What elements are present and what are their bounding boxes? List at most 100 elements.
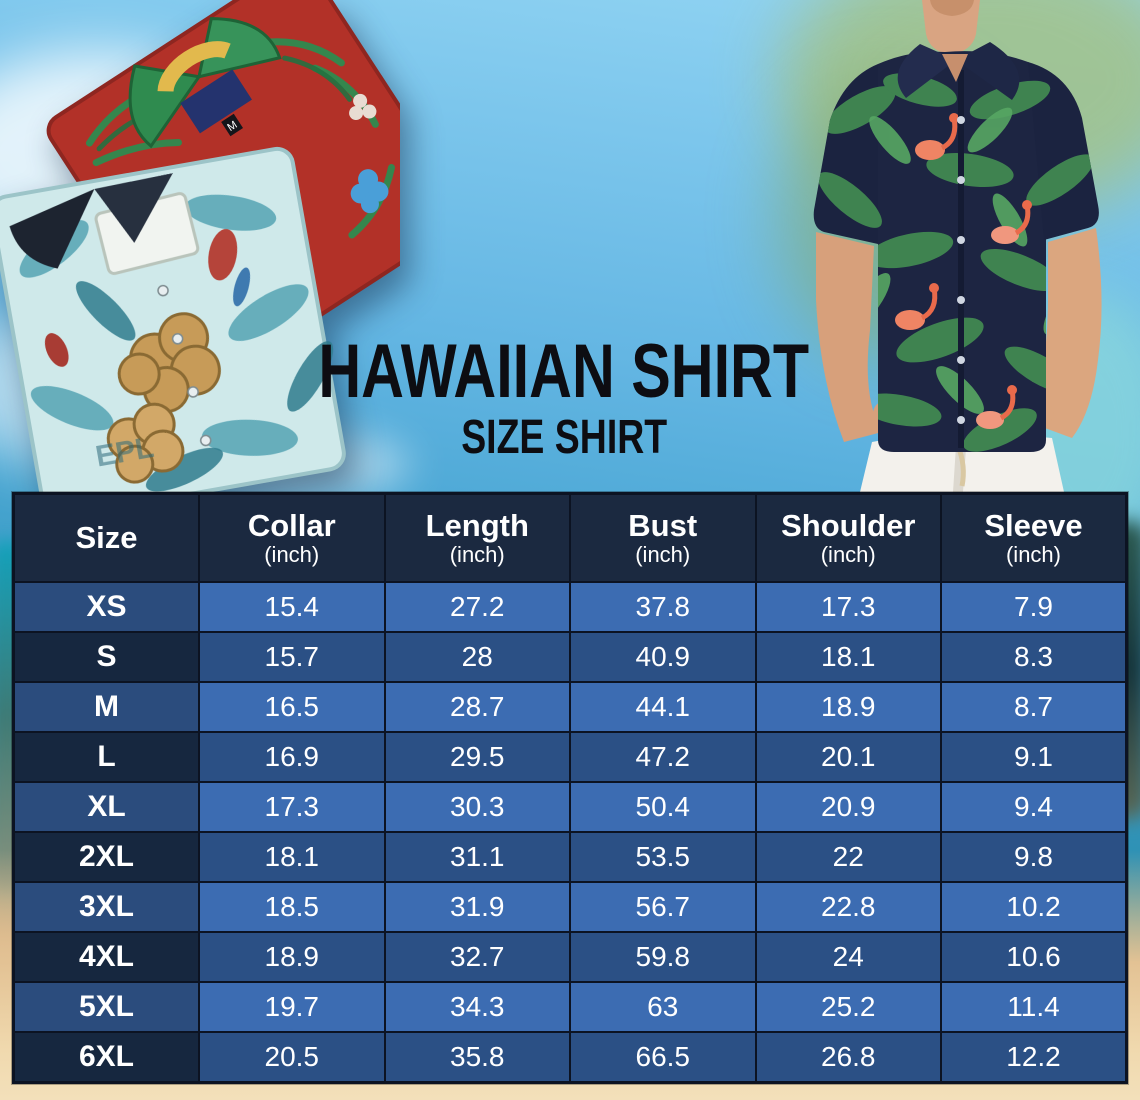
measurement-value: 15.7 bbox=[198, 631, 386, 683]
measurement-value: 12.2 bbox=[940, 1031, 1128, 1083]
size-label: XS bbox=[12, 581, 200, 633]
parrot-print bbox=[44, 228, 251, 367]
measurement-value: 20.9 bbox=[754, 781, 942, 833]
measurement-value: 19.7 bbox=[198, 981, 386, 1033]
measurement-value: 35.8 bbox=[383, 1031, 571, 1083]
measurement-value: 26.8 bbox=[754, 1031, 942, 1083]
button-placket bbox=[958, 70, 964, 448]
column-header-size: Size bbox=[12, 492, 200, 583]
size-row-4xl: 4XL 18.9 32.7 59.8 24 10.6 bbox=[12, 931, 1128, 983]
red-shirt-collar-left bbox=[128, 64, 202, 149]
measurement-value: 56.7 bbox=[569, 881, 757, 933]
measurement-value: 20.5 bbox=[198, 1031, 386, 1083]
measurement-value: 16.9 bbox=[198, 731, 386, 783]
folded-hawaiian-shirts-photo: M bbox=[0, 0, 468, 519]
measurement-value: 25.2 bbox=[754, 981, 942, 1033]
buttons bbox=[157, 284, 212, 447]
measurement-value: 28 bbox=[383, 631, 571, 683]
measurement-value: 15.4 bbox=[198, 581, 386, 633]
measurement-value: 31.9 bbox=[383, 881, 571, 933]
measurement-value: 24 bbox=[754, 931, 942, 983]
measurement-value: 50.4 bbox=[569, 781, 757, 833]
measurement-value: 44.1 bbox=[569, 681, 757, 733]
measurement-value: 34.3 bbox=[383, 981, 571, 1033]
size-label: 2XL bbox=[12, 831, 200, 883]
size-label: 5XL bbox=[12, 981, 200, 1033]
tan-hibiscus-print bbox=[106, 312, 221, 484]
size-row-l: L 16.9 29.5 47.2 20.1 9.1 bbox=[12, 731, 1128, 783]
measurement-value: 18.9 bbox=[198, 931, 386, 983]
measurement-value: 18.1 bbox=[754, 631, 942, 683]
measurement-value: 37.8 bbox=[569, 581, 757, 633]
buttons bbox=[957, 116, 965, 424]
column-header-collar: Collar (inch) bbox=[198, 492, 386, 583]
measurement-value: 28.7 bbox=[383, 681, 571, 733]
size-chart-table: Size Collar (inch) Length (inch) Bust (inch) Sh… bbox=[12, 492, 1128, 1084]
measurement-value: 11.4 bbox=[940, 981, 1128, 1033]
measurement-value: 18.1 bbox=[198, 831, 386, 883]
measurement-value: 59.8 bbox=[569, 931, 757, 983]
column-header-shoulder: Shoulder (inch) bbox=[754, 492, 942, 583]
folded-shirts-graphic: M bbox=[0, 0, 468, 519]
measurement-value: 63 bbox=[569, 981, 757, 1033]
neck bbox=[922, 0, 980, 54]
page-subtitle: SIZE SHIRT bbox=[460, 411, 667, 464]
measurement-value: 9.4 bbox=[940, 781, 1128, 833]
measurement-value: 18.5 bbox=[198, 881, 386, 933]
size-chart-body: XS 15.4 27.2 37.8 17.3 7.9 S 15.7 28 40.9 18.1 8.3 M… bbox=[12, 581, 1128, 1083]
title-block: HAWAIIAN SHIRT SIZE SHIRT bbox=[249, 334, 878, 462]
measurement-value: 9.1 bbox=[940, 731, 1128, 783]
size-label: 6XL bbox=[12, 1031, 200, 1083]
left-arm bbox=[816, 232, 882, 442]
header-row: Size Collar (inch) Length (inch) Bust (inch) Sh… bbox=[12, 492, 1128, 583]
right-arm bbox=[1034, 228, 1102, 438]
measurement-value: 7.9 bbox=[940, 581, 1128, 633]
measurement-value: 9.8 bbox=[940, 831, 1128, 883]
measurement-value: 22.8 bbox=[754, 881, 942, 933]
measurement-value: 31.1 bbox=[383, 831, 571, 883]
measurement-value: 66.5 bbox=[569, 1031, 757, 1083]
measurement-value: 10.2 bbox=[940, 881, 1128, 933]
red-shirt-collar-right bbox=[197, 17, 282, 79]
size-label: XL bbox=[12, 781, 200, 833]
measurement-value: 47.2 bbox=[569, 731, 757, 783]
size-row-5xl: 5XL 19.7 34.3 63 25.2 11.4 bbox=[12, 981, 1128, 1033]
size-label: 4XL bbox=[12, 931, 200, 983]
flamingo-print bbox=[895, 113, 1032, 429]
size-row-6xl: 6XL 20.5 35.8 66.5 26.8 12.2 bbox=[12, 1031, 1128, 1083]
size-label: M bbox=[12, 681, 200, 733]
measurement-value: 8.7 bbox=[940, 681, 1128, 733]
size-label: L bbox=[12, 731, 200, 783]
teal-shirt-collar bbox=[9, 188, 95, 269]
measurement-value: 8.3 bbox=[940, 631, 1128, 683]
size-chart-header: Size Collar (inch) Length (inch) Bust (inch) Sh… bbox=[12, 492, 1128, 583]
navy-neck-patch bbox=[180, 69, 252, 134]
measurement-value: 53.5 bbox=[569, 831, 757, 883]
collar-right bbox=[956, 42, 1020, 100]
teal-shirt-collar bbox=[94, 173, 173, 243]
size-row-xl: XL 17.3 30.3 50.4 20.9 9.4 bbox=[12, 781, 1128, 833]
size-row-m: M 16.5 28.7 44.1 18.9 8.7 bbox=[12, 681, 1128, 733]
model-wearing-flamingo-shirt-photo bbox=[760, 0, 1140, 492]
size-row-2xl: 2XL 18.1 31.1 53.5 22 9.8 bbox=[12, 831, 1128, 883]
size-tag bbox=[221, 113, 244, 137]
model-graphic bbox=[813, 0, 1102, 492]
chest-skin-v bbox=[942, 54, 968, 82]
measurement-value: 10.6 bbox=[940, 931, 1128, 983]
measurement-value: 17.3 bbox=[198, 781, 386, 833]
size-row-s: S 15.7 28 40.9 18.1 8.3 bbox=[12, 631, 1128, 683]
column-header-bust: Bust (inch) bbox=[569, 492, 757, 583]
measurement-value: 27.2 bbox=[383, 581, 571, 633]
measurement-value: 20.1 bbox=[754, 731, 942, 783]
measurement-value: 40.9 bbox=[569, 631, 757, 683]
measurement-value: 16.5 bbox=[198, 681, 386, 733]
page-title: HAWAIIAN SHIRT bbox=[318, 329, 810, 414]
measurement-value: 17.3 bbox=[754, 581, 942, 633]
collar-left bbox=[897, 44, 956, 98]
measurement-value: 29.5 bbox=[383, 731, 571, 783]
measurement-value: 22 bbox=[754, 831, 942, 883]
column-header-length: Length (inch) bbox=[383, 492, 571, 583]
neck-brand-label bbox=[157, 41, 231, 93]
size-label: 3XL bbox=[12, 881, 200, 933]
